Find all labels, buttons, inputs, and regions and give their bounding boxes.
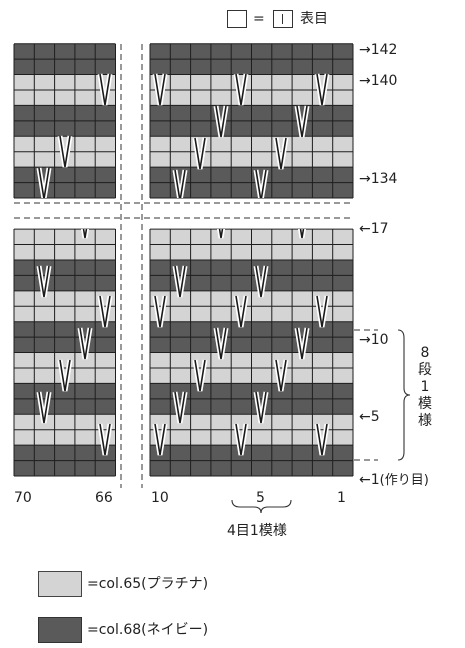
stitch-number-1: 1 bbox=[337, 490, 346, 506]
slip-stitch-icon bbox=[233, 295, 249, 328]
slip-stitch-icon bbox=[77, 327, 93, 360]
slip-stitch-icon bbox=[36, 265, 52, 298]
slip-stitch-icon bbox=[172, 169, 188, 198]
chart-section-bottom-left bbox=[13, 228, 116, 477]
slip-stitch-icon bbox=[81, 229, 89, 239]
slip-stitch-icon bbox=[298, 229, 306, 239]
repeat-rows-char: 段 bbox=[418, 362, 432, 378]
chart-row bbox=[14, 275, 116, 291]
chart-row bbox=[14, 290, 116, 307]
chart-row bbox=[14, 306, 116, 322]
repeat-rows-char: 1 bbox=[420, 379, 430, 395]
slip-stitch-icon bbox=[233, 423, 249, 456]
chart-row bbox=[14, 136, 116, 152]
repeat-rows-brace bbox=[397, 329, 411, 461]
row-label-1-number: ←1 bbox=[359, 472, 380, 488]
chart-row bbox=[14, 244, 116, 260]
chart-row bbox=[14, 321, 116, 338]
chart-row bbox=[14, 43, 116, 60]
slip-stitch-icon bbox=[152, 73, 168, 106]
chart-row bbox=[14, 105, 116, 121]
slip-stitch-icon bbox=[192, 359, 208, 392]
repeat-rows-char: 模 bbox=[418, 396, 432, 412]
chart-section-top-right bbox=[149, 43, 354, 199]
chart-section-top-left bbox=[13, 43, 116, 199]
knit-stitch-label: 表目 bbox=[300, 11, 328, 27]
slip-stitch-icon bbox=[192, 137, 208, 170]
row-label-134: →134 bbox=[359, 171, 398, 187]
slip-stitch-icon bbox=[253, 265, 269, 298]
stitch-number-66: 66 bbox=[95, 490, 113, 506]
slip-stitch-icon bbox=[57, 135, 73, 168]
chart-row bbox=[14, 120, 116, 137]
slip-stitch-icon bbox=[213, 327, 229, 360]
chart-row bbox=[14, 167, 116, 183]
slip-stitch-icon bbox=[273, 359, 289, 392]
slip-stitch-icon bbox=[172, 391, 188, 424]
chart-row bbox=[14, 89, 116, 106]
slip-stitch-icon bbox=[97, 295, 113, 328]
slip-stitch-icon bbox=[253, 391, 269, 424]
slip-stitch-icon bbox=[314, 73, 330, 106]
chart-row bbox=[14, 182, 116, 198]
slip-stitch-icon bbox=[217, 229, 225, 239]
chart-row bbox=[14, 429, 116, 446]
chart-row bbox=[14, 460, 116, 476]
repeat-rows-char: 様 bbox=[418, 413, 432, 429]
slip-stitch-icon bbox=[294, 105, 310, 138]
platinum-swatch bbox=[38, 571, 82, 597]
chart-row bbox=[14, 445, 116, 461]
chart-row bbox=[14, 398, 116, 415]
knit-symbol-box bbox=[273, 10, 293, 28]
slip-stitch-icon bbox=[273, 137, 289, 170]
slip-stitch-icon bbox=[57, 359, 73, 392]
chart-row bbox=[14, 352, 116, 368]
slip-stitch-icon bbox=[152, 423, 168, 456]
platinum-legend-label: =col.65(プラチナ) bbox=[87, 576, 209, 592]
slip-stitch-icon bbox=[152, 295, 168, 328]
chart-row bbox=[14, 229, 116, 245]
slip-stitch-icon bbox=[172, 265, 188, 298]
row-label-140: →140 bbox=[359, 73, 398, 89]
navy-legend-label: =col.68(ネイビー) bbox=[87, 622, 209, 638]
navy-swatch bbox=[38, 617, 82, 643]
slip-stitch-icon bbox=[97, 423, 113, 456]
stitch-number-5: 5 bbox=[256, 490, 265, 506]
slip-stitch-icon bbox=[36, 167, 52, 198]
stitch-number-10: 10 bbox=[151, 490, 169, 506]
knit-symbol-icon bbox=[282, 14, 283, 24]
slip-stitch-icon bbox=[294, 327, 310, 360]
row-label-5: ←5 bbox=[359, 409, 380, 425]
legend-equals: = bbox=[253, 11, 265, 27]
row-label-17: ←17 bbox=[359, 221, 389, 237]
slip-stitch-icon bbox=[36, 391, 52, 424]
cast-on-note: (作り目) bbox=[379, 473, 429, 488]
slip-stitch-icon bbox=[213, 105, 229, 138]
repeat-rows-char: 8 bbox=[420, 345, 430, 361]
chart-row bbox=[14, 337, 116, 353]
chart-row bbox=[14, 74, 116, 90]
repeat-stitch-brace bbox=[231, 499, 292, 514]
chart-row bbox=[14, 59, 116, 75]
repeat-stitch-label: 4目1模様 bbox=[227, 523, 287, 539]
slip-stitch-icon bbox=[253, 169, 269, 198]
slip-stitch-icon bbox=[314, 295, 330, 328]
slip-stitch-icon bbox=[314, 423, 330, 456]
chart-row bbox=[14, 259, 116, 276]
slip-stitch-icon bbox=[233, 73, 249, 106]
repeat-rows-label: 8 段 1 模 様 bbox=[418, 345, 432, 430]
stitch-number-70: 70 bbox=[14, 490, 32, 506]
chart-row bbox=[14, 414, 116, 430]
row-label-10: →10 bbox=[359, 332, 389, 348]
legend-empty-box bbox=[227, 10, 247, 28]
slip-stitch-icon bbox=[97, 73, 113, 106]
row-label-1: ←1(作り目) bbox=[359, 472, 429, 489]
row-label-142: →142 bbox=[359, 42, 398, 58]
